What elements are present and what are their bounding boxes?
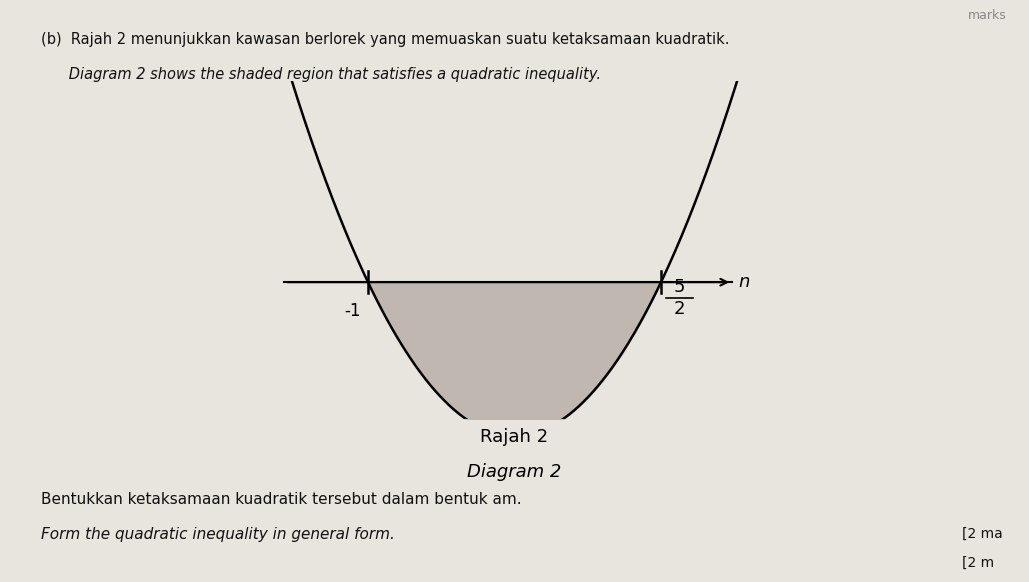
Text: Form the quadratic inequality in general form.: Form the quadratic inequality in general… bbox=[41, 527, 395, 542]
Text: marks: marks bbox=[967, 9, 1006, 22]
Text: n: n bbox=[739, 273, 750, 291]
Text: -1: -1 bbox=[345, 302, 361, 320]
Text: Diagram 2 shows the shaded region that satisfies a quadratic inequality.: Diagram 2 shows the shaded region that s… bbox=[41, 67, 601, 82]
Text: [2 m: [2 m bbox=[962, 556, 994, 570]
Text: 2: 2 bbox=[674, 300, 685, 318]
Text: 5: 5 bbox=[674, 278, 685, 296]
Text: Bentukkan ketaksamaan kuadratik tersebut dalam bentuk am.: Bentukkan ketaksamaan kuadratik tersebut… bbox=[41, 492, 522, 507]
Text: (b)  Rajah 2 menunjukkan kawasan berlorek yang memuaskan suatu ketaksamaan kuadr: (b) Rajah 2 menunjukkan kawasan berlorek… bbox=[41, 32, 730, 47]
Text: Rajah 2: Rajah 2 bbox=[481, 428, 548, 446]
Text: [2 ma: [2 ma bbox=[962, 527, 1003, 541]
Text: Diagram 2: Diagram 2 bbox=[467, 463, 562, 481]
